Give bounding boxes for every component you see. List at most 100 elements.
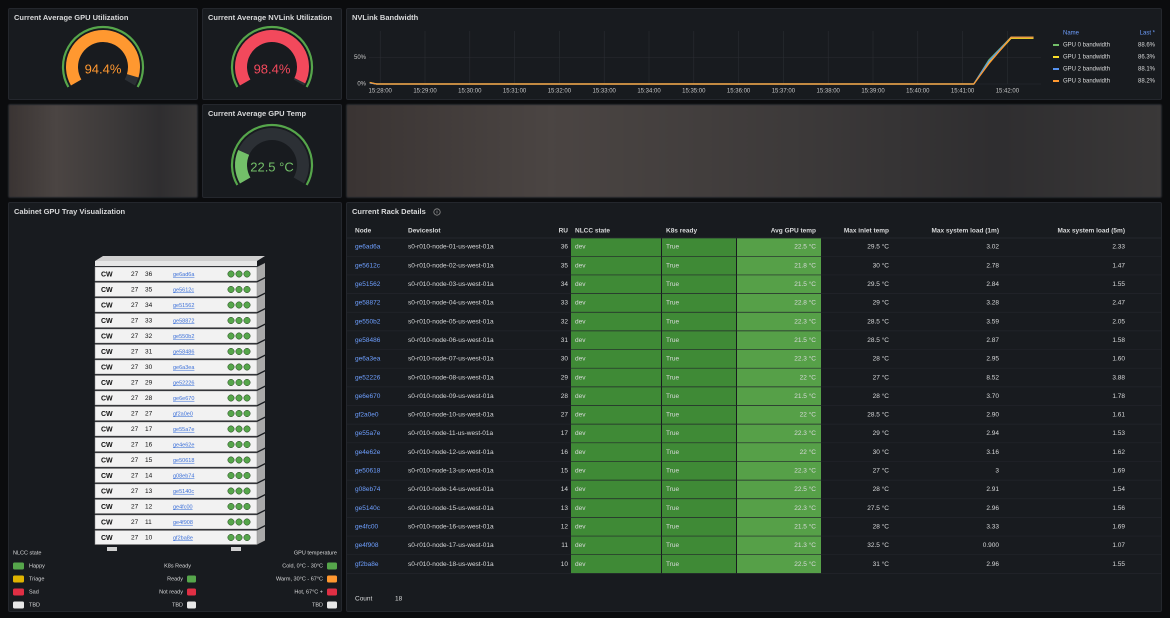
node-link[interactable]: ge50618 (355, 468, 381, 475)
legend-label[interactable]: GPU 1 bandwidth (1063, 55, 1110, 61)
node-link[interactable]: ge4f908 (355, 542, 379, 549)
column-header[interactable]: Deviceslot (408, 228, 441, 235)
node-link[interactable]: ge4fc00 (355, 523, 379, 530)
tray (94, 452, 258, 468)
cell: 34 (561, 281, 569, 288)
rack-top-front (95, 261, 257, 266)
node-link[interactable]: ge55a7e (355, 430, 381, 437)
tray-status-dot (243, 317, 251, 324)
tray-status-dot (227, 286, 235, 293)
tray-node[interactable]: ge4fc00 (173, 504, 193, 510)
cell: 29.5 °C (867, 243, 889, 251)
column-header[interactable]: Max system load (1m) (931, 228, 999, 235)
tray (94, 390, 258, 406)
node-link[interactable]: ge550b2 (355, 318, 381, 325)
cell: s0-r010-node-07-us-west-01a (408, 356, 494, 363)
node-link[interactable]: g08eb74 (355, 486, 381, 493)
legend-swatch (13, 562, 24, 570)
x-tick-label: 15:34:00 (637, 89, 661, 95)
cell: True (666, 262, 680, 269)
column-header[interactable]: Max inlet temp (844, 228, 889, 235)
node-link[interactable]: gf2ba8e (355, 561, 379, 568)
column-header[interactable]: NLCC state (575, 228, 610, 235)
tray-node[interactable]: ge55a7e (173, 427, 194, 433)
node-link[interactable]: ge6ad6a (355, 244, 381, 251)
cell: 1.56 (1112, 505, 1125, 512)
info-icon[interactable] (431, 206, 443, 218)
tray (94, 530, 258, 545)
legend-label[interactable]: GPU 3 bandwidth (1063, 79, 1110, 85)
tray-node[interactable]: ge5612c (173, 287, 194, 293)
cell: True (666, 244, 680, 251)
tray-node[interactable]: ge4e62e (173, 442, 194, 448)
tray-node[interactable]: ge4f908 (173, 520, 193, 526)
tray-side (257, 356, 265, 374)
gauge-value-label: 22.5 °C (250, 159, 294, 174)
cell: s0-r010-node-11-us-west-01a (408, 430, 494, 437)
column-header[interactable]: Max system load (5m) (1057, 228, 1125, 235)
legend-label[interactable]: GPU 0 bandwidth (1063, 43, 1110, 49)
tray-logo: CW (101, 488, 113, 495)
tray-status-dot (227, 379, 235, 386)
legend-title: GPU temperature (294, 550, 337, 556)
node-link[interactable]: ge52226 (355, 374, 381, 381)
cell: 28.5 °C (867, 336, 889, 344)
tray-logo: CW (101, 271, 113, 278)
cell: True (666, 561, 680, 568)
tray-node[interactable]: gf2ba8e (173, 535, 193, 541)
tray-node[interactable]: ge58486 (173, 349, 194, 355)
cell: 21.5 °C (794, 280, 816, 288)
tray-node[interactable]: ge6a3ea (173, 365, 195, 371)
tray-node[interactable]: ge6e670 (173, 396, 194, 402)
node-link[interactable]: ge58486 (355, 337, 381, 344)
cell: dev (575, 262, 586, 269)
node-link[interactable]: ge58872 (355, 300, 381, 307)
tray-node[interactable]: ge5140c (173, 489, 194, 495)
tray-node[interactable]: ge51562 (173, 303, 194, 309)
x-tick-label: 15:38:00 (817, 89, 841, 95)
tray-node[interactable]: ge6ad6a (173, 272, 195, 278)
cell: 13 (561, 505, 569, 512)
gauge-value (235, 149, 251, 184)
node-link[interactable]: ge5140c (355, 505, 381, 512)
legend-value: 88.1% (1138, 67, 1156, 73)
node-link[interactable]: gf2a0e0 (355, 412, 379, 419)
node-link[interactable]: ge51562 (355, 281, 381, 288)
gauge: 98.4% (230, 25, 314, 88)
node-link[interactable]: ge6e670 (355, 393, 381, 400)
column-header[interactable]: K8s ready (666, 228, 697, 235)
x-tick-label: 15:36:00 (727, 89, 751, 95)
cell: 22.3 °C (794, 429, 816, 437)
tray-node[interactable]: ge50618 (173, 458, 194, 464)
legend-label: TBD (29, 602, 40, 608)
node-link[interactable]: ge4e62e (355, 449, 381, 456)
tray-ru: 36 (145, 271, 153, 278)
cell: dev (575, 523, 586, 530)
tray-node[interactable]: g08eb74 (173, 473, 194, 479)
node-link[interactable]: ge6a3ea (355, 356, 381, 363)
node-link[interactable]: ge5612c (355, 262, 381, 269)
legend-label[interactable]: GPU 2 bandwidth (1063, 67, 1110, 73)
tray-node[interactable]: ge550b2 (173, 334, 194, 340)
cell: s0-r010-node-09-us-west-01a (408, 393, 494, 400)
tray-ru: 35 (145, 287, 153, 294)
cell: 27 °C (873, 373, 890, 381)
column-header[interactable]: Node (355, 228, 372, 235)
rack-foot (107, 547, 117, 551)
blurred-panel (8, 104, 198, 198)
cell: 2.05 (1112, 318, 1125, 325)
tray-node[interactable]: ge58872 (173, 318, 194, 324)
x-tick-label: 15:37:00 (772, 89, 796, 95)
cell: dev (575, 318, 586, 325)
column-header[interactable]: Avg GPU temp (771, 228, 816, 235)
cell: s0-r010-node-17-us-west-01a (408, 542, 494, 549)
cell: 17 (561, 430, 569, 437)
column-header[interactable]: RU (559, 228, 569, 235)
tray-node[interactable]: ge52226 (173, 380, 194, 386)
tray-ru: 34 (145, 302, 153, 309)
tray-ru: 12 (145, 504, 153, 511)
tray-status-dot (235, 394, 243, 402)
tray-ru: 11 (145, 519, 152, 526)
tray (94, 437, 258, 452)
tray-node[interactable]: gf2a0e0 (173, 411, 193, 417)
